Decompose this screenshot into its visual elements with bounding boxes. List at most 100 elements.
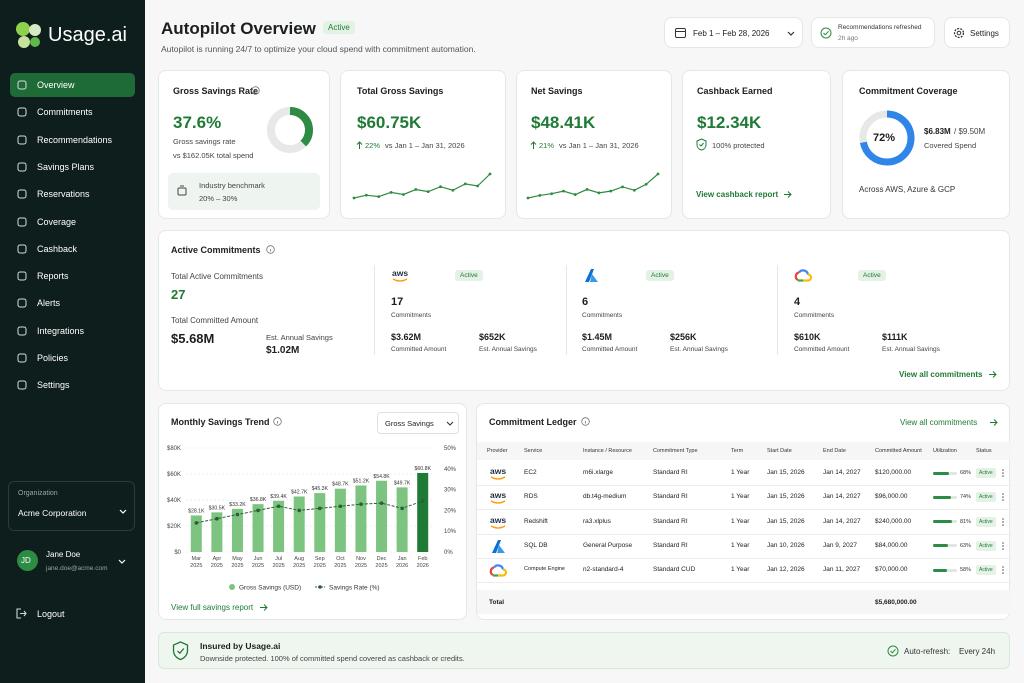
org-box[interactable]: Organization Acme Corporation <box>8 481 135 531</box>
table-cell: $84,000.00 <box>875 541 908 549</box>
check-icon <box>887 645 899 657</box>
column-header: End Date <box>823 448 846 454</box>
banner-text: Downside protected. 100% of committed sp… <box>200 654 465 663</box>
nav-item[interactable]: Overview <box>10 73 135 97</box>
total-amount: $5.68M <box>171 331 215 346</box>
table-cell: Jan 15, 2026 <box>767 493 805 501</box>
sparkline-point <box>538 194 542 197</box>
utilization-label: 74% <box>960 494 972 501</box>
table-cell: ra3.xlplus <box>583 517 611 525</box>
logout[interactable]: Logout <box>37 609 65 619</box>
nav-label: Overview <box>37 80 75 90</box>
nav-icon-shape <box>17 135 27 145</box>
check-icon <box>820 27 832 39</box>
savings-label: Est. Annual Savings <box>882 346 940 353</box>
row-menu <box>1002 493 1004 502</box>
amount-label: Total Committed Amount <box>171 316 259 325</box>
settings-button[interactable]: Settings <box>944 17 1010 48</box>
card-value: $48.41K <box>531 113 596 132</box>
savings-label: Est. Annual Savings <box>266 333 333 342</box>
menu-dot <box>1002 472 1004 474</box>
table-cell: Standard RI <box>653 493 688 501</box>
settings-label: Settings <box>970 29 999 38</box>
user-box[interactable]: JD Jane Doe jane.doe@acme.com <box>8 540 135 585</box>
table-cell: Standard RI <box>653 541 688 549</box>
table-cell: 1 Year <box>731 469 750 476</box>
user-email: jane.doe@acme.com <box>46 565 108 572</box>
provider-count: 4 <box>794 296 801 308</box>
cashback-link[interactable]: View cashback report <box>696 190 779 199</box>
savings-report-link[interactable]: View full savings report <box>171 603 254 612</box>
sparkline-point <box>463 182 467 186</box>
utilization-bar <box>933 495 951 499</box>
sparkline-point <box>550 192 554 196</box>
nav-icon <box>17 80 27 90</box>
line-point <box>317 506 322 511</box>
total-row <box>477 590 1011 614</box>
line-point <box>297 508 302 513</box>
status-badge: Active <box>976 492 996 503</box>
nav-icon <box>17 353 27 363</box>
ledger-link[interactable]: View all commitments <box>900 418 978 427</box>
date-picker[interactable]: Feb 1 – Feb 28, 2026 <box>664 17 803 48</box>
nav-item[interactable]: Integrations <box>10 319 135 343</box>
provider-amount: $610K <box>794 332 821 342</box>
gear-icon <box>953 27 965 39</box>
utilization-bar <box>933 520 953 524</box>
nav-item[interactable]: Savings Plans <box>10 155 135 179</box>
sparkline-point <box>597 191 601 195</box>
nav-item[interactable]: Cashback <box>10 237 135 261</box>
column-header: Instance / Resource <box>583 448 632 454</box>
line-point <box>359 502 363 506</box>
nav-item[interactable]: Settings <box>10 373 135 397</box>
x-tick-label: Dec 2025 <box>375 556 388 569</box>
nav-item[interactable]: Alerts <box>10 291 135 315</box>
nav-icon <box>17 162 27 172</box>
nav-icon-shape <box>17 107 27 117</box>
logo-text: Usage.ai <box>48 24 127 46</box>
table-cell: Compute Engine <box>524 566 565 573</box>
status-badge: Active <box>858 270 886 281</box>
nav-item[interactable]: Commitments <box>10 100 135 124</box>
menu-dot <box>1002 493 1004 496</box>
nav-icon-shape <box>17 162 27 172</box>
x-tick-label: May 2025 <box>231 556 244 569</box>
commitments-link[interactable]: View all commitments <box>899 370 983 379</box>
table-cell: 1 Year <box>731 541 750 549</box>
refresh-status: Recommendations refreshed 2h ago <box>811 17 935 48</box>
sparkline-point <box>621 185 624 189</box>
provider-logo: aws <box>392 268 408 282</box>
info-icon <box>266 245 275 254</box>
bar-value-label: $42.7K <box>291 489 308 495</box>
nav-item[interactable]: Reports <box>10 264 135 288</box>
nav-item[interactable]: Coverage <box>10 210 135 234</box>
insurance-banner: Insured by Usage.ai Downside protected. … <box>158 632 1010 669</box>
nav-item[interactable]: Reservations <box>10 182 135 206</box>
bar <box>231 508 243 552</box>
column-header: Status <box>976 448 992 454</box>
banner-title: Insured by Usage.ai <box>200 641 281 651</box>
column-header: Utilization <box>933 448 957 454</box>
sparkline-point <box>488 172 492 176</box>
benchmark-box: Industry benchmark 20% – 30% <box>168 173 320 210</box>
menu-dot <box>1002 499 1004 502</box>
nav-icon <box>17 217 27 226</box>
table-cell: db.t4g-medium <box>583 493 627 501</box>
metric-dropdown[interactable]: Gross Savings <box>377 412 459 434</box>
menu-dot <box>1002 545 1004 547</box>
sparkline-point <box>632 188 636 192</box>
card-change: 21% <box>539 141 555 150</box>
shield-icon <box>172 641 189 661</box>
status-badge: Active <box>976 468 996 478</box>
nav-item[interactable]: Policies <box>10 346 135 370</box>
legend-label: Gross Savings (USD) <box>239 585 301 592</box>
nav-item[interactable]: Recommendations <box>10 128 135 152</box>
table-cell: Jan 15, 2026 <box>767 517 805 525</box>
bar-value-label: $54.8K <box>373 474 390 480</box>
bar <box>355 485 367 552</box>
avatar-initials: JD <box>21 556 31 565</box>
menu-dot <box>1002 548 1004 550</box>
active-commitments-panel: Active Commitments Total Active Commitme… <box>158 230 1010 391</box>
coverage-donut <box>859 110 915 166</box>
